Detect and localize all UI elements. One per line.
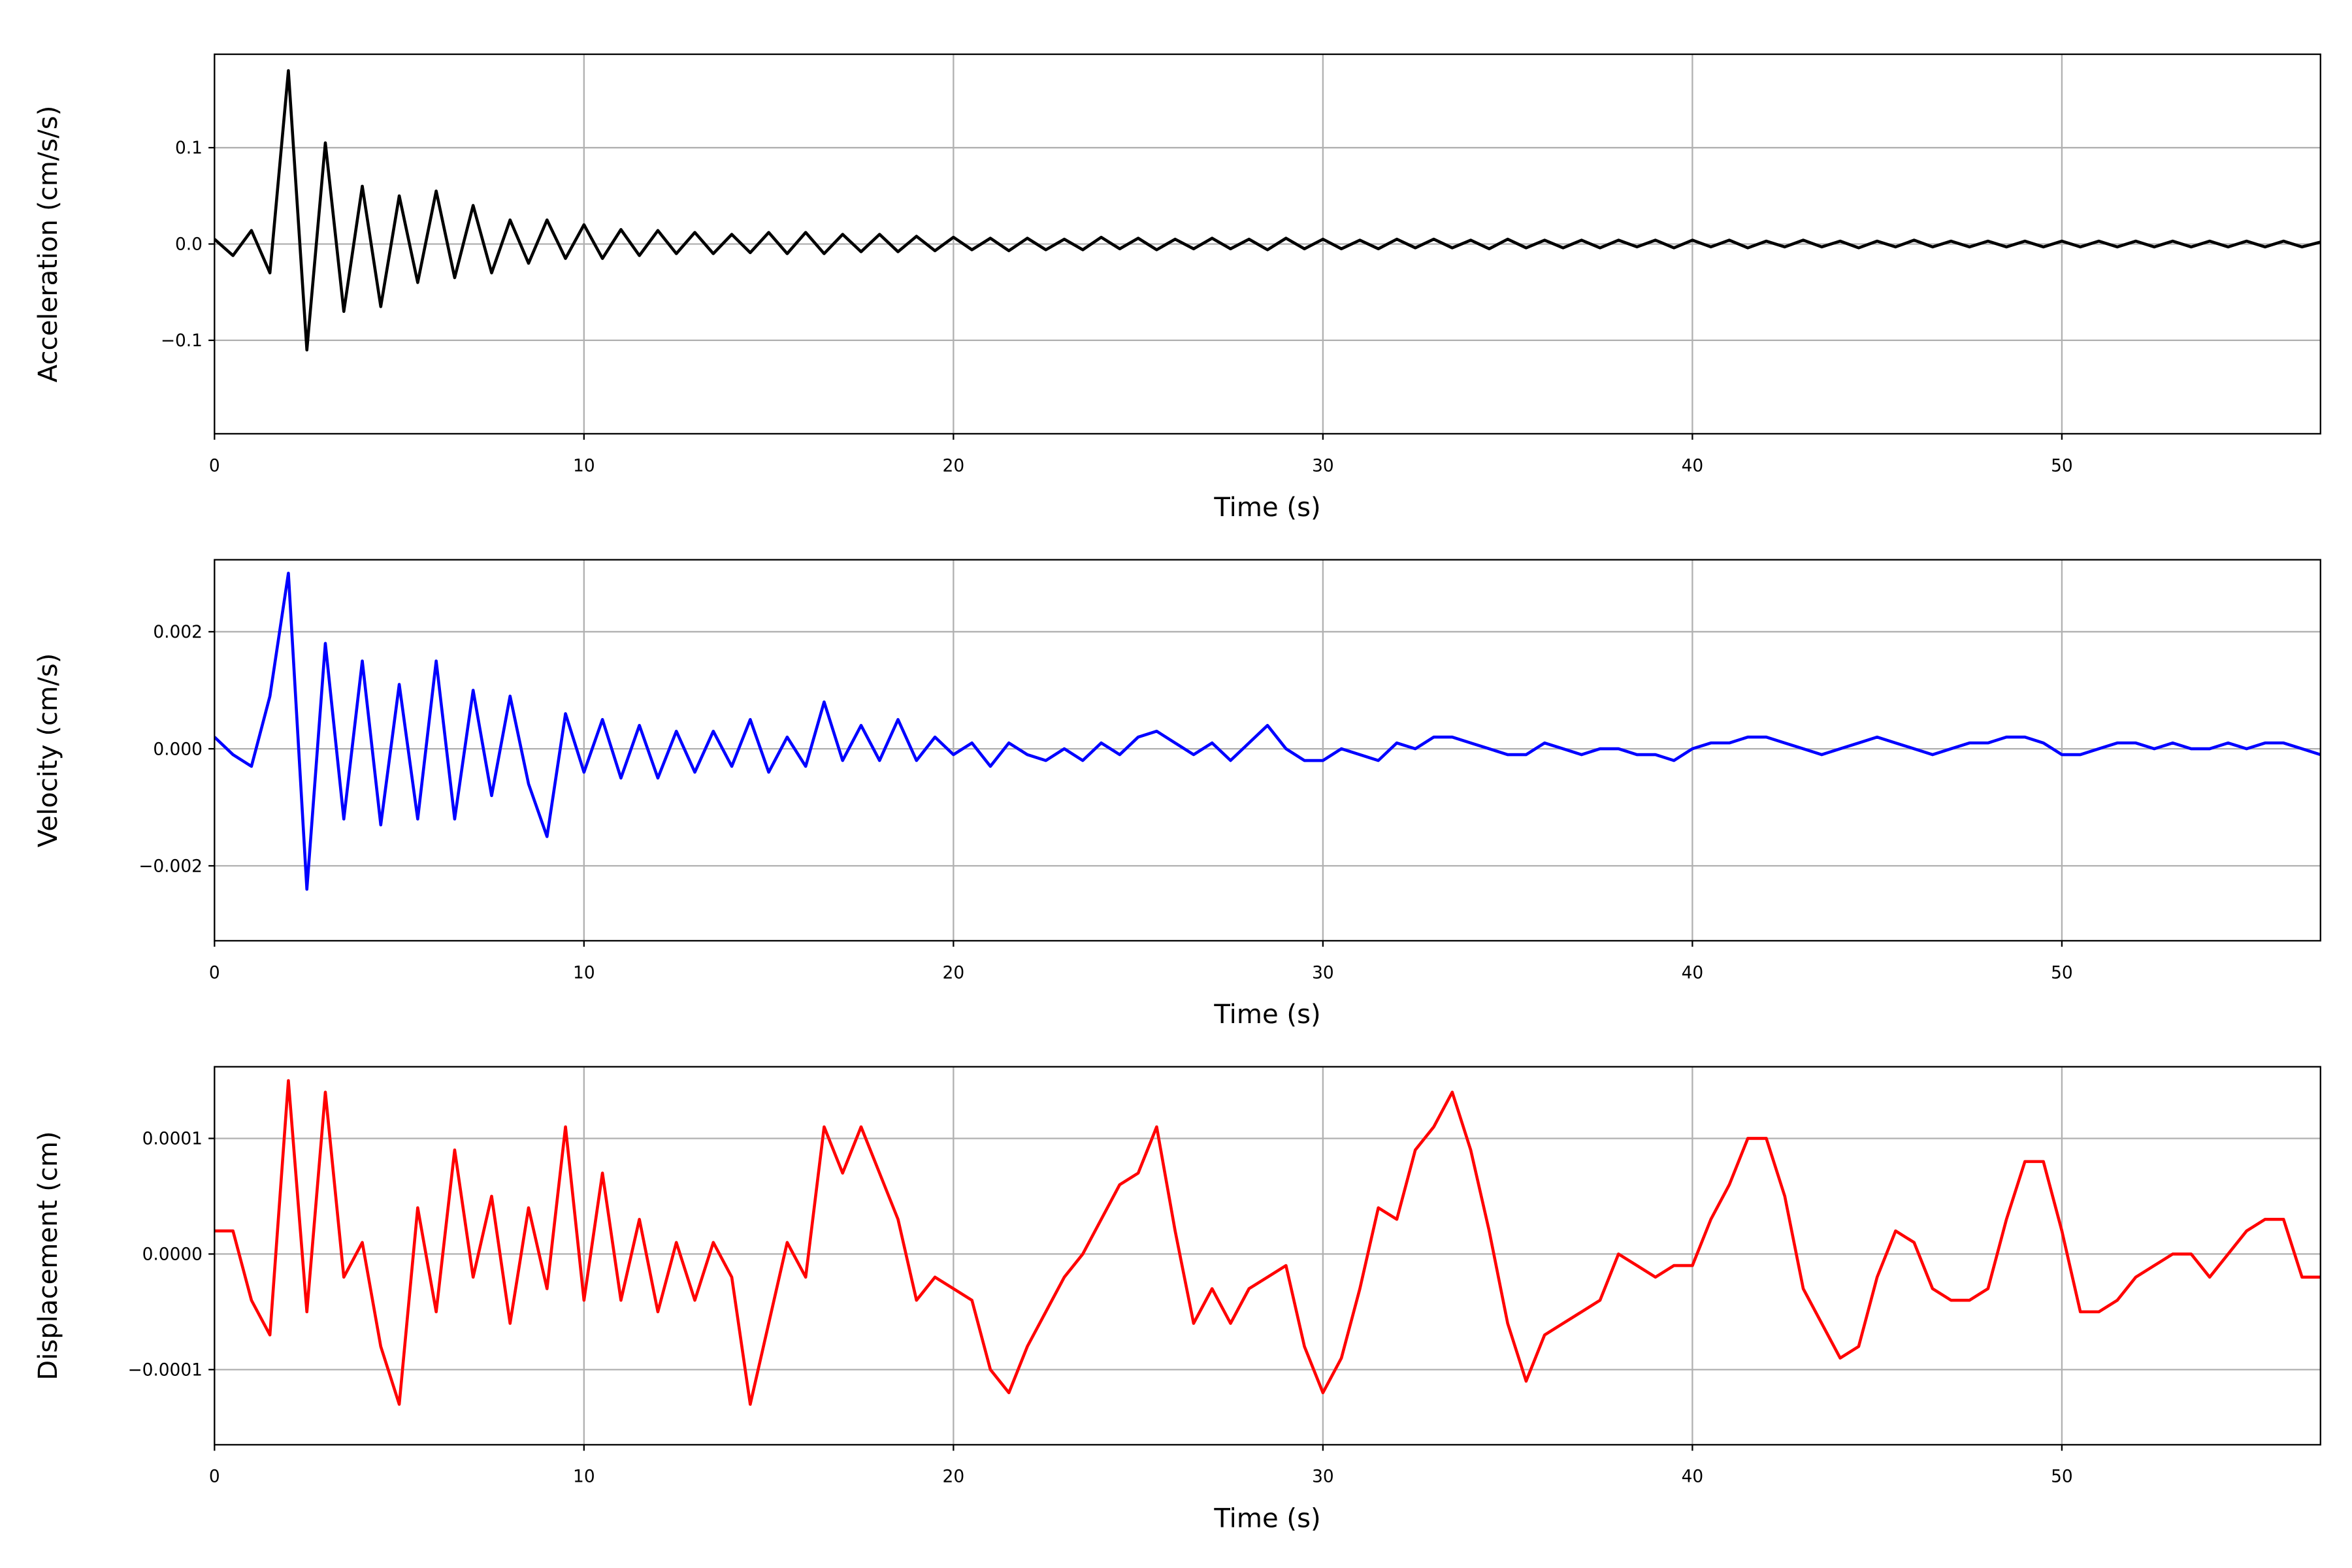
x-tick-label: 30 xyxy=(1312,1467,1334,1487)
y-tick-label: 0.002 xyxy=(153,622,203,642)
axes-frame xyxy=(214,1066,2321,1446)
y-axis-label: Velocity (cm/s) xyxy=(33,653,63,847)
data-line xyxy=(214,1079,2321,1406)
x-tick-label: 10 xyxy=(573,1467,595,1487)
y-tick-label: 0.0000 xyxy=(142,1245,203,1265)
y-tick-label: −0.0001 xyxy=(127,1360,202,1380)
plot-area xyxy=(214,572,2321,891)
y-axis-label: Acceleration (cm/s/s) xyxy=(33,106,63,383)
x-tick-label: 20 xyxy=(943,455,965,476)
plot-area xyxy=(214,69,2321,351)
data-line xyxy=(214,69,2321,351)
subplot: 0 10 20 30 40 50 −0.002 0.000 0.002 Time (s) Veloc… xyxy=(33,559,2321,1030)
x-axis-label: Time (s) xyxy=(1213,1504,1320,1534)
x-tick-label: 50 xyxy=(2051,455,2073,476)
y-tick-label: −0.1 xyxy=(161,331,203,351)
y-axis-label: Displacement (cm) xyxy=(33,1131,63,1380)
x-tick-label: 20 xyxy=(943,962,965,983)
x-tick-label: 50 xyxy=(2051,1467,2073,1487)
x-tick-label: 40 xyxy=(1682,455,1704,476)
y-tick-label: 0.0001 xyxy=(142,1129,203,1149)
x-tick-label: 10 xyxy=(573,962,595,983)
y-tick-label: 0.1 xyxy=(175,138,203,158)
plot-area xyxy=(214,1079,2321,1406)
x-tick-label: 30 xyxy=(1312,962,1334,983)
subplot: 0 10 20 30 40 50 −0.0001 0.0000 0.0001 Time (s) Di… xyxy=(33,1066,2321,1534)
x-axis-label: Time (s) xyxy=(1213,493,1320,523)
axes-frame xyxy=(214,559,2321,942)
x-axis-label: Time (s) xyxy=(1213,1000,1320,1030)
y-tick-label: −0.002 xyxy=(139,856,203,876)
x-tick-label: 0 xyxy=(209,455,220,476)
x-tick-label: 50 xyxy=(2051,962,2073,983)
x-tick-label: 0 xyxy=(209,962,220,983)
x-tick-label: 10 xyxy=(573,455,595,476)
axes-frame xyxy=(214,53,2321,435)
x-tick-label: 20 xyxy=(943,1467,965,1487)
y-tick-label: 0.0 xyxy=(175,235,203,255)
x-tick-label: 40 xyxy=(1682,1467,1704,1487)
subplot: 0 10 20 30 40 50 −0.1 0.0 0.1 Time (s) Acceleratio… xyxy=(33,53,2321,523)
y-tick-label: 0.000 xyxy=(153,739,203,759)
data-line xyxy=(214,572,2321,891)
x-tick-label: 40 xyxy=(1682,962,1704,983)
x-tick-label: 30 xyxy=(1312,455,1334,476)
x-tick-label: 0 xyxy=(209,1467,220,1487)
